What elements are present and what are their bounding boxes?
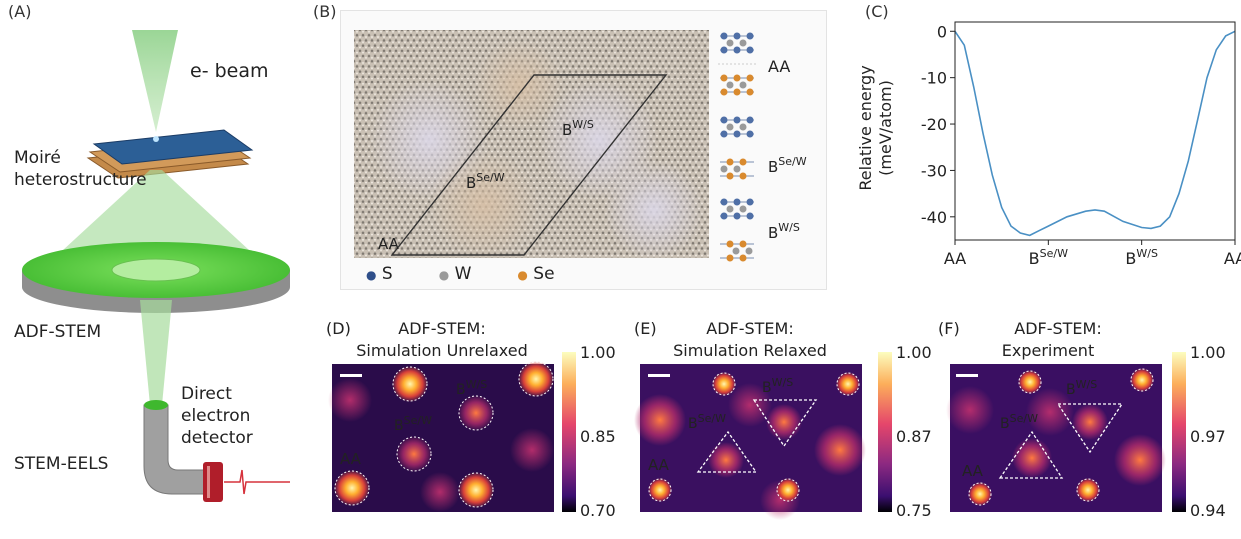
svg-text:0.85: 0.85 xyxy=(580,427,616,446)
adf-label: ADF-STEM xyxy=(14,322,102,342)
svg-text:BSe/W: BSe/W xyxy=(466,171,505,192)
y-tick-label-4: -40 xyxy=(921,208,947,227)
sample-label-line2: heterostructure xyxy=(14,170,147,190)
svg-text:AA: AA xyxy=(962,462,984,480)
panel-label-e: (E) xyxy=(634,319,657,338)
svg-text:BSe/W: BSe/W xyxy=(394,414,432,434)
svg-text:AA: AA xyxy=(378,235,400,253)
stack-model-aa xyxy=(718,32,756,96)
chart-ylabel-line1: Relative energy xyxy=(856,65,875,190)
panel-label-b: (B) xyxy=(313,2,337,21)
panel-label-c: (C) xyxy=(865,2,889,21)
electron-beam xyxy=(132,30,178,132)
x-tick-label-2: BW/S xyxy=(1125,247,1158,268)
svg-text:BW/S: BW/S xyxy=(456,378,487,398)
svg-text:BSe/W: BSe/W xyxy=(688,412,726,432)
detector-label-line2: electron xyxy=(181,406,251,426)
sample-layer-top xyxy=(92,129,254,165)
svg-text:1.00: 1.00 xyxy=(580,343,616,362)
moire-lattice xyxy=(354,30,709,258)
legend-item-w: ● W xyxy=(438,264,472,284)
panel-f-title-line2: Experiment xyxy=(1002,341,1094,360)
panel-a-schematic xyxy=(22,30,290,502)
x-tick-label-1: BSe/W xyxy=(1029,247,1068,268)
svg-text:BW/S: BW/S xyxy=(768,221,800,242)
svg-text:0.94: 0.94 xyxy=(1190,501,1226,520)
chart-axes-frame xyxy=(954,21,1236,241)
moire-labels: BW/S BSe/W AA xyxy=(378,118,594,253)
dot-icon: ● xyxy=(366,268,377,282)
dot-icon: ● xyxy=(438,268,450,282)
svg-text:BW/S: BW/S xyxy=(762,376,793,396)
svg-text:0.70: 0.70 xyxy=(580,501,616,520)
panel-e-title-line1: ADF-STEM: xyxy=(706,319,793,338)
panel-e-title-line2: Simulation Relaxed xyxy=(673,341,827,360)
chart-ylabel-line2: (meV/atom) xyxy=(876,80,895,176)
svg-text:0.75: 0.75 xyxy=(896,501,932,520)
y-tick-label-1: -10 xyxy=(921,69,947,88)
detector-label-line1: Direct xyxy=(181,384,232,404)
svg-text:BSe/W: BSe/W xyxy=(1000,412,1038,432)
panel-f-map xyxy=(946,352,1186,512)
svg-text:BW/S: BW/S xyxy=(1066,378,1097,398)
panel-d-map xyxy=(328,352,576,512)
svg-text:AA: AA xyxy=(768,57,790,76)
stack-model-bws xyxy=(720,198,754,262)
energy-chart: Relative energy (meV/atom) 0 -10 -20 -30 -40… xyxy=(856,21,1241,268)
svg-text:1.00: 1.00 xyxy=(1190,343,1226,362)
y-tick-label-2: -20 xyxy=(921,115,947,134)
y-tick-label-3: -30 xyxy=(921,161,947,180)
legend-item-s: ● S xyxy=(366,264,393,284)
panel-label-d: (D) xyxy=(326,319,351,338)
detector-label-line3: detector xyxy=(181,428,253,448)
svg-text:AA: AA xyxy=(648,456,670,474)
adf-maps: (D) ADF-STEM: Simulation Unrelaxed BW/S … xyxy=(326,319,1226,520)
stacking-models: AA BSe/W BW/S xyxy=(718,32,807,262)
beam-label: e- beam xyxy=(190,60,269,82)
svg-text:BW/S: BW/S xyxy=(562,118,594,139)
panel-label-a: (A) xyxy=(8,2,32,21)
stack-model-bsew xyxy=(720,116,754,180)
energy-curve xyxy=(954,30,1236,237)
sample-label-line1: Moiré xyxy=(14,148,61,168)
panel-label-f: (F) xyxy=(938,319,960,338)
atom-legend: ● S ● W ● Se xyxy=(366,264,555,284)
moire-unit-cell xyxy=(390,74,668,256)
dot-icon: ● xyxy=(517,268,528,282)
panel-e-map xyxy=(634,352,892,520)
scattered-cone xyxy=(50,170,262,262)
eels-label: STEM-EELS xyxy=(14,454,109,474)
svg-text:0.97: 0.97 xyxy=(1190,427,1226,446)
x-tick-label-0: AA xyxy=(944,249,966,268)
x-tick-label-3: AA xyxy=(1224,249,1241,268)
panel-d-title-line2: Simulation Unrelaxed xyxy=(356,341,527,360)
svg-text:AA: AA xyxy=(340,450,362,468)
panel-d-title-line1: ADF-STEM: xyxy=(398,319,485,338)
y-tick-label-0: 0 xyxy=(937,22,947,41)
svg-text:BSe/W: BSe/W xyxy=(768,155,807,176)
legend-item-se: ● Se xyxy=(517,264,555,284)
panel-f-title-line1: ADF-STEM: xyxy=(1014,319,1101,338)
direct-electron-detector xyxy=(203,462,223,502)
svg-text:1.00: 1.00 xyxy=(896,343,932,362)
svg-text:0.87: 0.87 xyxy=(896,427,932,446)
